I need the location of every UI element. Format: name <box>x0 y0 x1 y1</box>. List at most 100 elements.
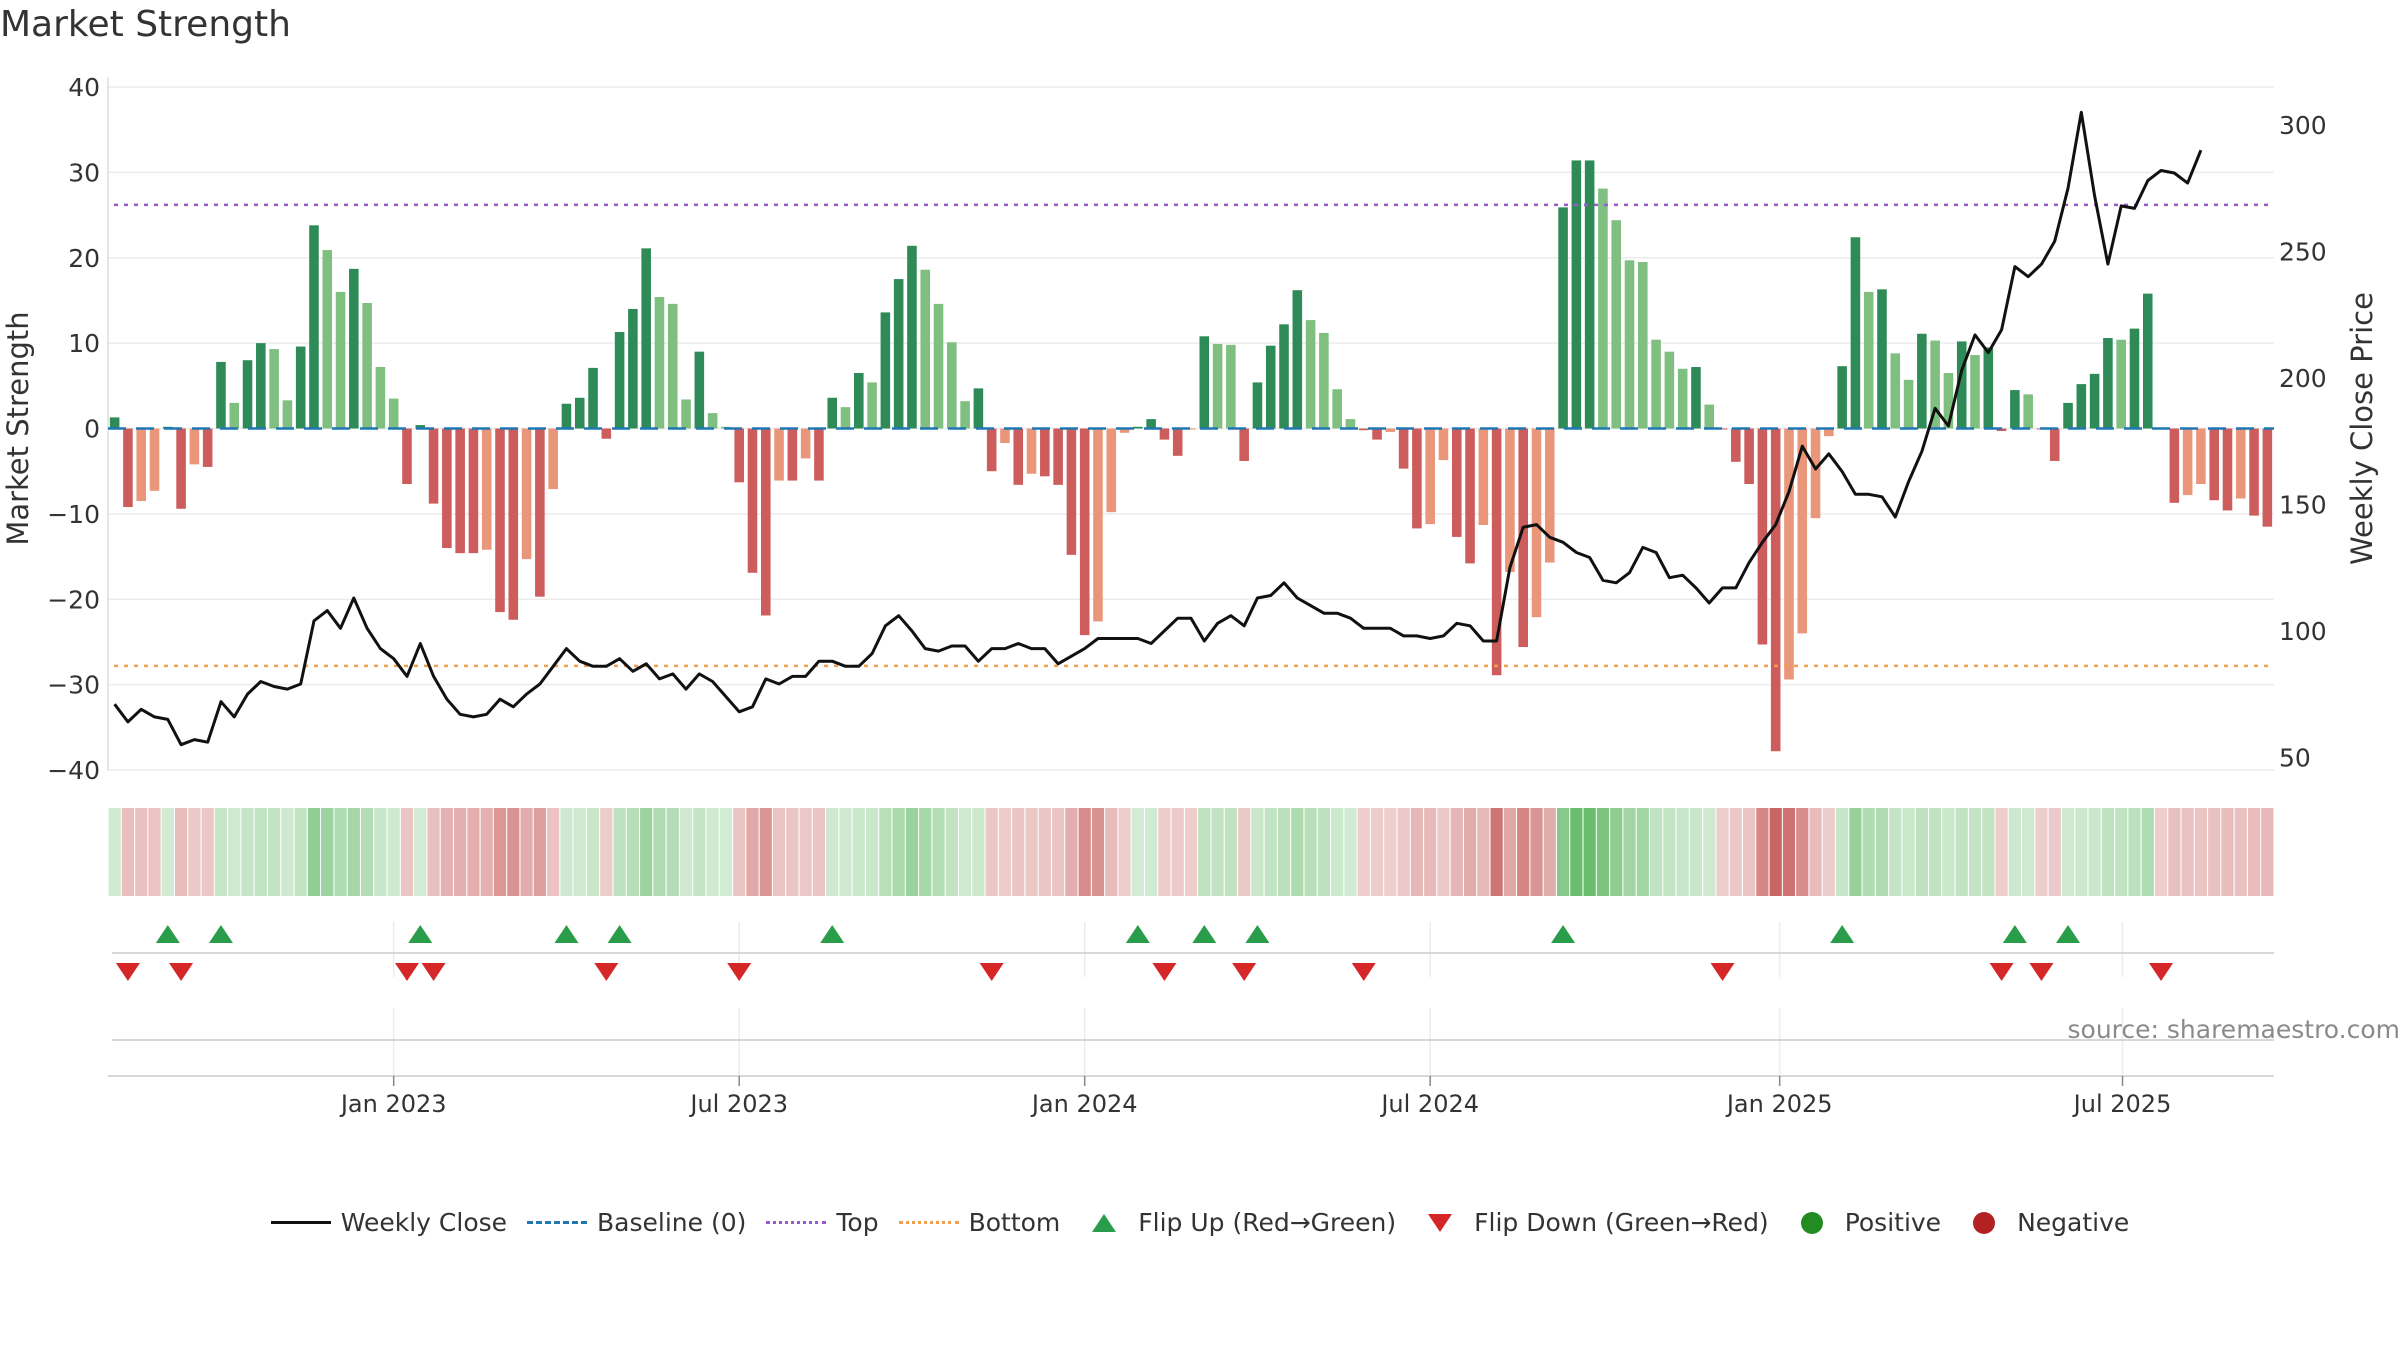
heat-cell <box>733 808 746 896</box>
strength-bar <box>402 428 412 484</box>
strength-bar <box>1824 428 1834 437</box>
strength-bar <box>1079 428 1090 636</box>
strength-bar <box>1757 428 1768 645</box>
strength-bar <box>667 303 678 429</box>
y-tick-label: 10 <box>68 329 100 358</box>
heat-cell <box>1955 808 1968 896</box>
heat-cell <box>294 808 307 896</box>
heat-cell <box>188 808 201 896</box>
dashed-swatch-icon <box>527 1221 588 1224</box>
heat-cell <box>1384 808 1397 896</box>
strength-bar <box>601 428 612 439</box>
heat-cell <box>241 808 254 896</box>
heat-cell <box>1915 808 1928 896</box>
y-right-tick-label: 250 <box>2279 237 2327 266</box>
strength-bar <box>2010 390 2020 429</box>
flip-up-marker <box>1551 925 1576 943</box>
heat-cell <box>121 808 135 896</box>
strength-bar <box>1385 428 1396 432</box>
strength-bar <box>1066 428 1077 555</box>
strength-bar <box>322 250 333 429</box>
legend-label: Bottom <box>968 1208 1061 1237</box>
strength-bar <box>375 367 386 429</box>
strength-bar <box>1584 160 1595 429</box>
strength-bar <box>734 428 744 483</box>
x-tick-label: Jul 2023 <box>688 1090 788 1118</box>
heat-cell <box>1370 808 1384 896</box>
strength-bar <box>2222 428 2233 511</box>
heat-cell <box>932 808 945 896</box>
heat-cell <box>1729 808 1742 896</box>
heat-cell <box>1742 808 1756 896</box>
heat-cell <box>573 808 586 896</box>
heat-cell <box>467 808 480 896</box>
strength-bar <box>548 428 558 490</box>
heat-cell <box>2234 808 2247 896</box>
legend-item-bottom: Bottom <box>898 1208 1061 1237</box>
strength-bar <box>521 428 532 560</box>
strength-bar <box>1505 428 1515 572</box>
strength-bar <box>1970 355 1980 429</box>
strength-bar <box>349 268 359 429</box>
heat-cell <box>1676 808 1689 896</box>
strength-bar <box>1239 428 1249 461</box>
strength-bar <box>1943 373 1954 429</box>
flip-down-marker <box>1351 963 1376 981</box>
y-right-tick-label: 200 <box>2279 364 2327 393</box>
strength-bar <box>960 401 970 429</box>
heat-cell <box>839 808 852 896</box>
heat-cell <box>214 808 228 896</box>
heat-cell <box>1038 808 1051 896</box>
legend-item-top: Top <box>766 1208 879 1237</box>
strength-bar <box>694 351 705 429</box>
strength-bar <box>1279 324 1289 429</box>
heat-cell <box>1477 808 1490 896</box>
strength-bar <box>1451 428 1462 537</box>
y-right-tick-label: 100 <box>2279 617 2327 646</box>
heat-cell <box>1357 808 1370 896</box>
strength-bar <box>1664 351 1675 429</box>
weekly-close-line <box>113 110 2203 747</box>
flip-up-marker <box>1125 925 1150 943</box>
heat-cell <box>1782 808 1796 896</box>
strength-bar <box>388 398 399 429</box>
strength-bar <box>415 425 426 429</box>
strength-bar <box>1996 428 2007 432</box>
heat-cell <box>1942 808 1955 896</box>
x-tick-label: Jan 2024 <box>1030 1090 1138 1118</box>
strength-bar <box>893 279 904 429</box>
strength-bar <box>1292 290 1303 429</box>
strength-bar <box>1465 428 1475 564</box>
heat-cell <box>1875 808 1889 896</box>
line-swatch-icon <box>270 1221 331 1224</box>
strength-bar <box>1199 336 1210 429</box>
heat-cell <box>1570 808 1583 896</box>
strength-bar <box>1983 347 1994 429</box>
heat-cell <box>228 808 241 896</box>
heat-cell <box>440 808 453 896</box>
heat-cell <box>2208 808 2221 896</box>
heat-cell <box>759 808 772 896</box>
heat-cell <box>1463 808 1477 896</box>
legend-label: Weekly Close <box>340 1208 508 1237</box>
strength-bar <box>1040 428 1050 477</box>
heat-cell <box>1889 808 1902 896</box>
heat-cell <box>972 808 985 896</box>
heat-cell <box>772 808 786 896</box>
strength-bar <box>362 302 372 429</box>
flip-down-marker <box>1152 963 1177 981</box>
heat-cell <box>892 808 905 896</box>
flip-up-marker <box>408 925 433 943</box>
heat-cell <box>693 808 706 896</box>
heat-cell <box>945 808 958 896</box>
flip-down-marker <box>2029 963 2054 981</box>
strength-bar <box>628 308 638 429</box>
strength-bar <box>335 291 346 429</box>
heat-cell <box>1078 808 1091 896</box>
strength-bar <box>1319 332 1329 429</box>
strength-bar <box>1305 320 1316 429</box>
heat-cell <box>1198 808 1211 896</box>
triangle-down-icon <box>1428 1213 1453 1232</box>
heat-cell <box>2008 808 2021 896</box>
heat-cell <box>1344 808 1357 896</box>
